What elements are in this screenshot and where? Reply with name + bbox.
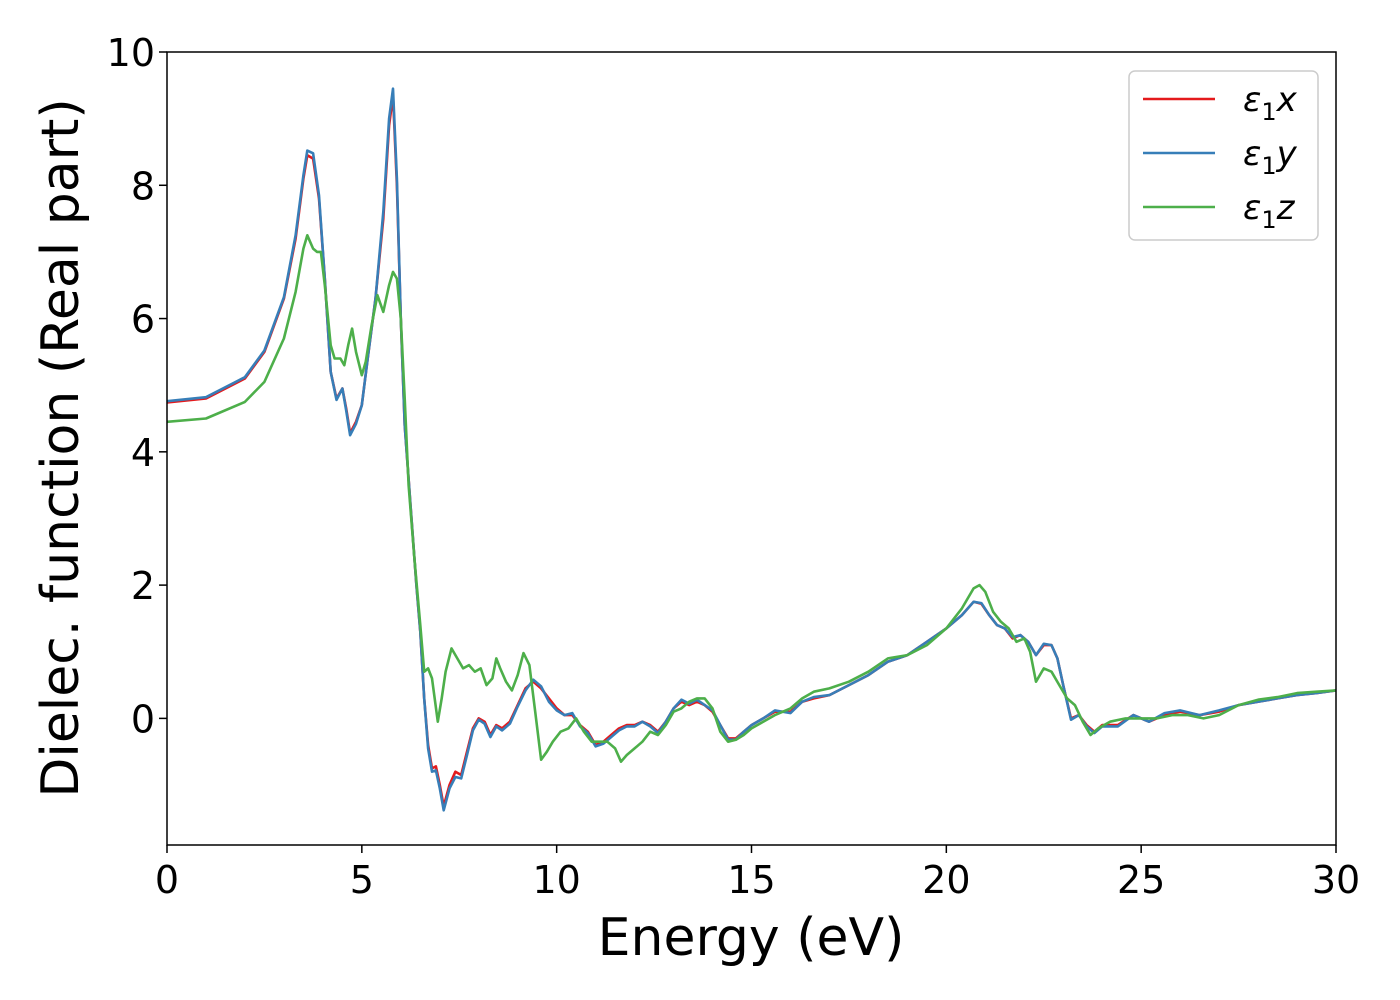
legend-label-x: ε1x xyxy=(1243,80,1298,126)
series-layer xyxy=(167,87,1336,812)
y-axis: 0 2 4 6 8 10 xyxy=(107,31,167,741)
legend-label-y: ε1y xyxy=(1243,134,1298,180)
x-tick-label: 20 xyxy=(922,858,970,902)
x-tick-label: 25 xyxy=(1117,858,1165,902)
y-tick-label: 0 xyxy=(131,697,155,741)
y-tick-label: 6 xyxy=(131,298,155,342)
x-axis-title: Energy (eV) xyxy=(598,908,905,968)
series-line-y xyxy=(167,87,1336,812)
x-tick-label: 30 xyxy=(1312,858,1360,902)
y-axis-title: Dielec. function (Real part) xyxy=(31,98,91,797)
x-tick-label: 5 xyxy=(350,858,374,902)
legend: ε1x ε1y ε1z xyxy=(1128,70,1319,241)
y-tick-label: 8 xyxy=(131,164,155,208)
legend-box xyxy=(1128,70,1319,241)
y-tick-label: 2 xyxy=(131,564,155,608)
y-tick-label: 4 xyxy=(131,431,155,475)
y-tick-label: 10 xyxy=(107,31,155,75)
series-line-z xyxy=(167,234,1336,763)
x-axis: 0 5 10 15 20 25 30 xyxy=(155,845,1360,902)
x-tick-label: 15 xyxy=(727,858,775,902)
legend-label-z: ε1z xyxy=(1243,188,1296,234)
x-tick-label: 10 xyxy=(532,858,580,902)
x-tick-label: 0 xyxy=(155,858,179,902)
